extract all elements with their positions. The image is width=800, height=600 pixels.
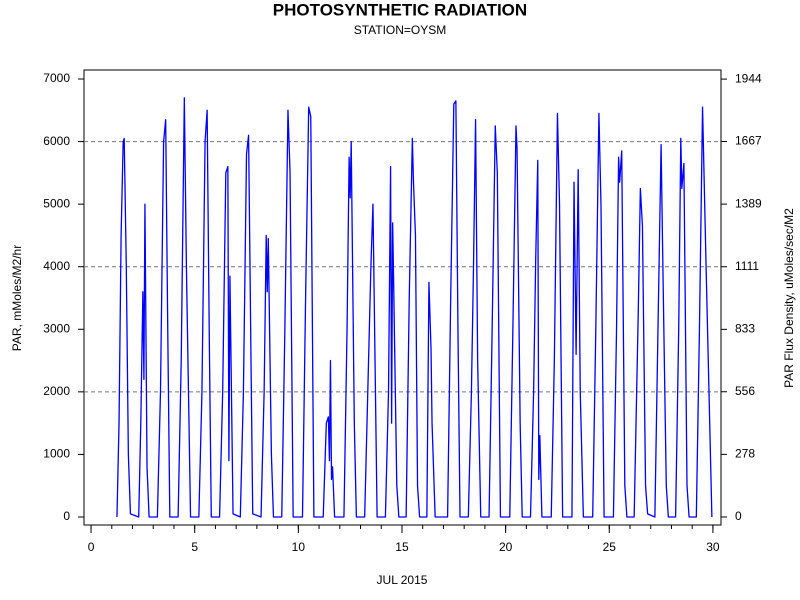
y-tick-label: 1000 (43, 447, 70, 461)
y2-tick-label: 556 (735, 384, 755, 398)
y-tick-label: 3000 (43, 321, 70, 335)
plot-frame (83, 69, 722, 526)
y2-tick-label: 0 (735, 509, 742, 523)
y-tick-label: 2000 (43, 384, 70, 398)
x-axis-label: JUL 2015 (377, 573, 428, 587)
y2-tick-label: 1111 (735, 259, 759, 273)
y2-tick-label: 1944 (735, 71, 762, 85)
y-axis-label: PAR, mMoles/M2/hr (10, 245, 24, 351)
y-tick-label: 5000 (43, 196, 70, 210)
y2-tick-label: 833 (735, 322, 755, 336)
x-tick-label: 10 (292, 540, 306, 554)
y-tick-label: 4000 (43, 259, 70, 273)
y2-tick-label: 1667 (735, 134, 762, 148)
y-tick-label: 7000 (43, 71, 70, 85)
x-tick-label: 25 (603, 540, 617, 554)
y2-axis-label: PAR Flux Density, uMoles/sec/M2 (782, 208, 796, 388)
x-tick-label: 15 (395, 540, 409, 554)
data-line (116, 97, 713, 518)
x-tick-label: 30 (706, 540, 720, 554)
chart-subtitle: STATION=OYSM (354, 23, 447, 37)
y2-tick-label: 1389 (735, 196, 762, 210)
chart-title: PHOTOSYNTHETIC RADIATION (273, 0, 527, 19)
y2-tick-label: 278 (735, 447, 755, 461)
x-tick-label: 5 (191, 540, 198, 554)
y-tick-label: 6000 (43, 134, 70, 148)
x-tick-label: 20 (499, 540, 513, 554)
x-tick-label: 0 (88, 540, 95, 554)
y-tick-label: 0 (63, 509, 70, 523)
